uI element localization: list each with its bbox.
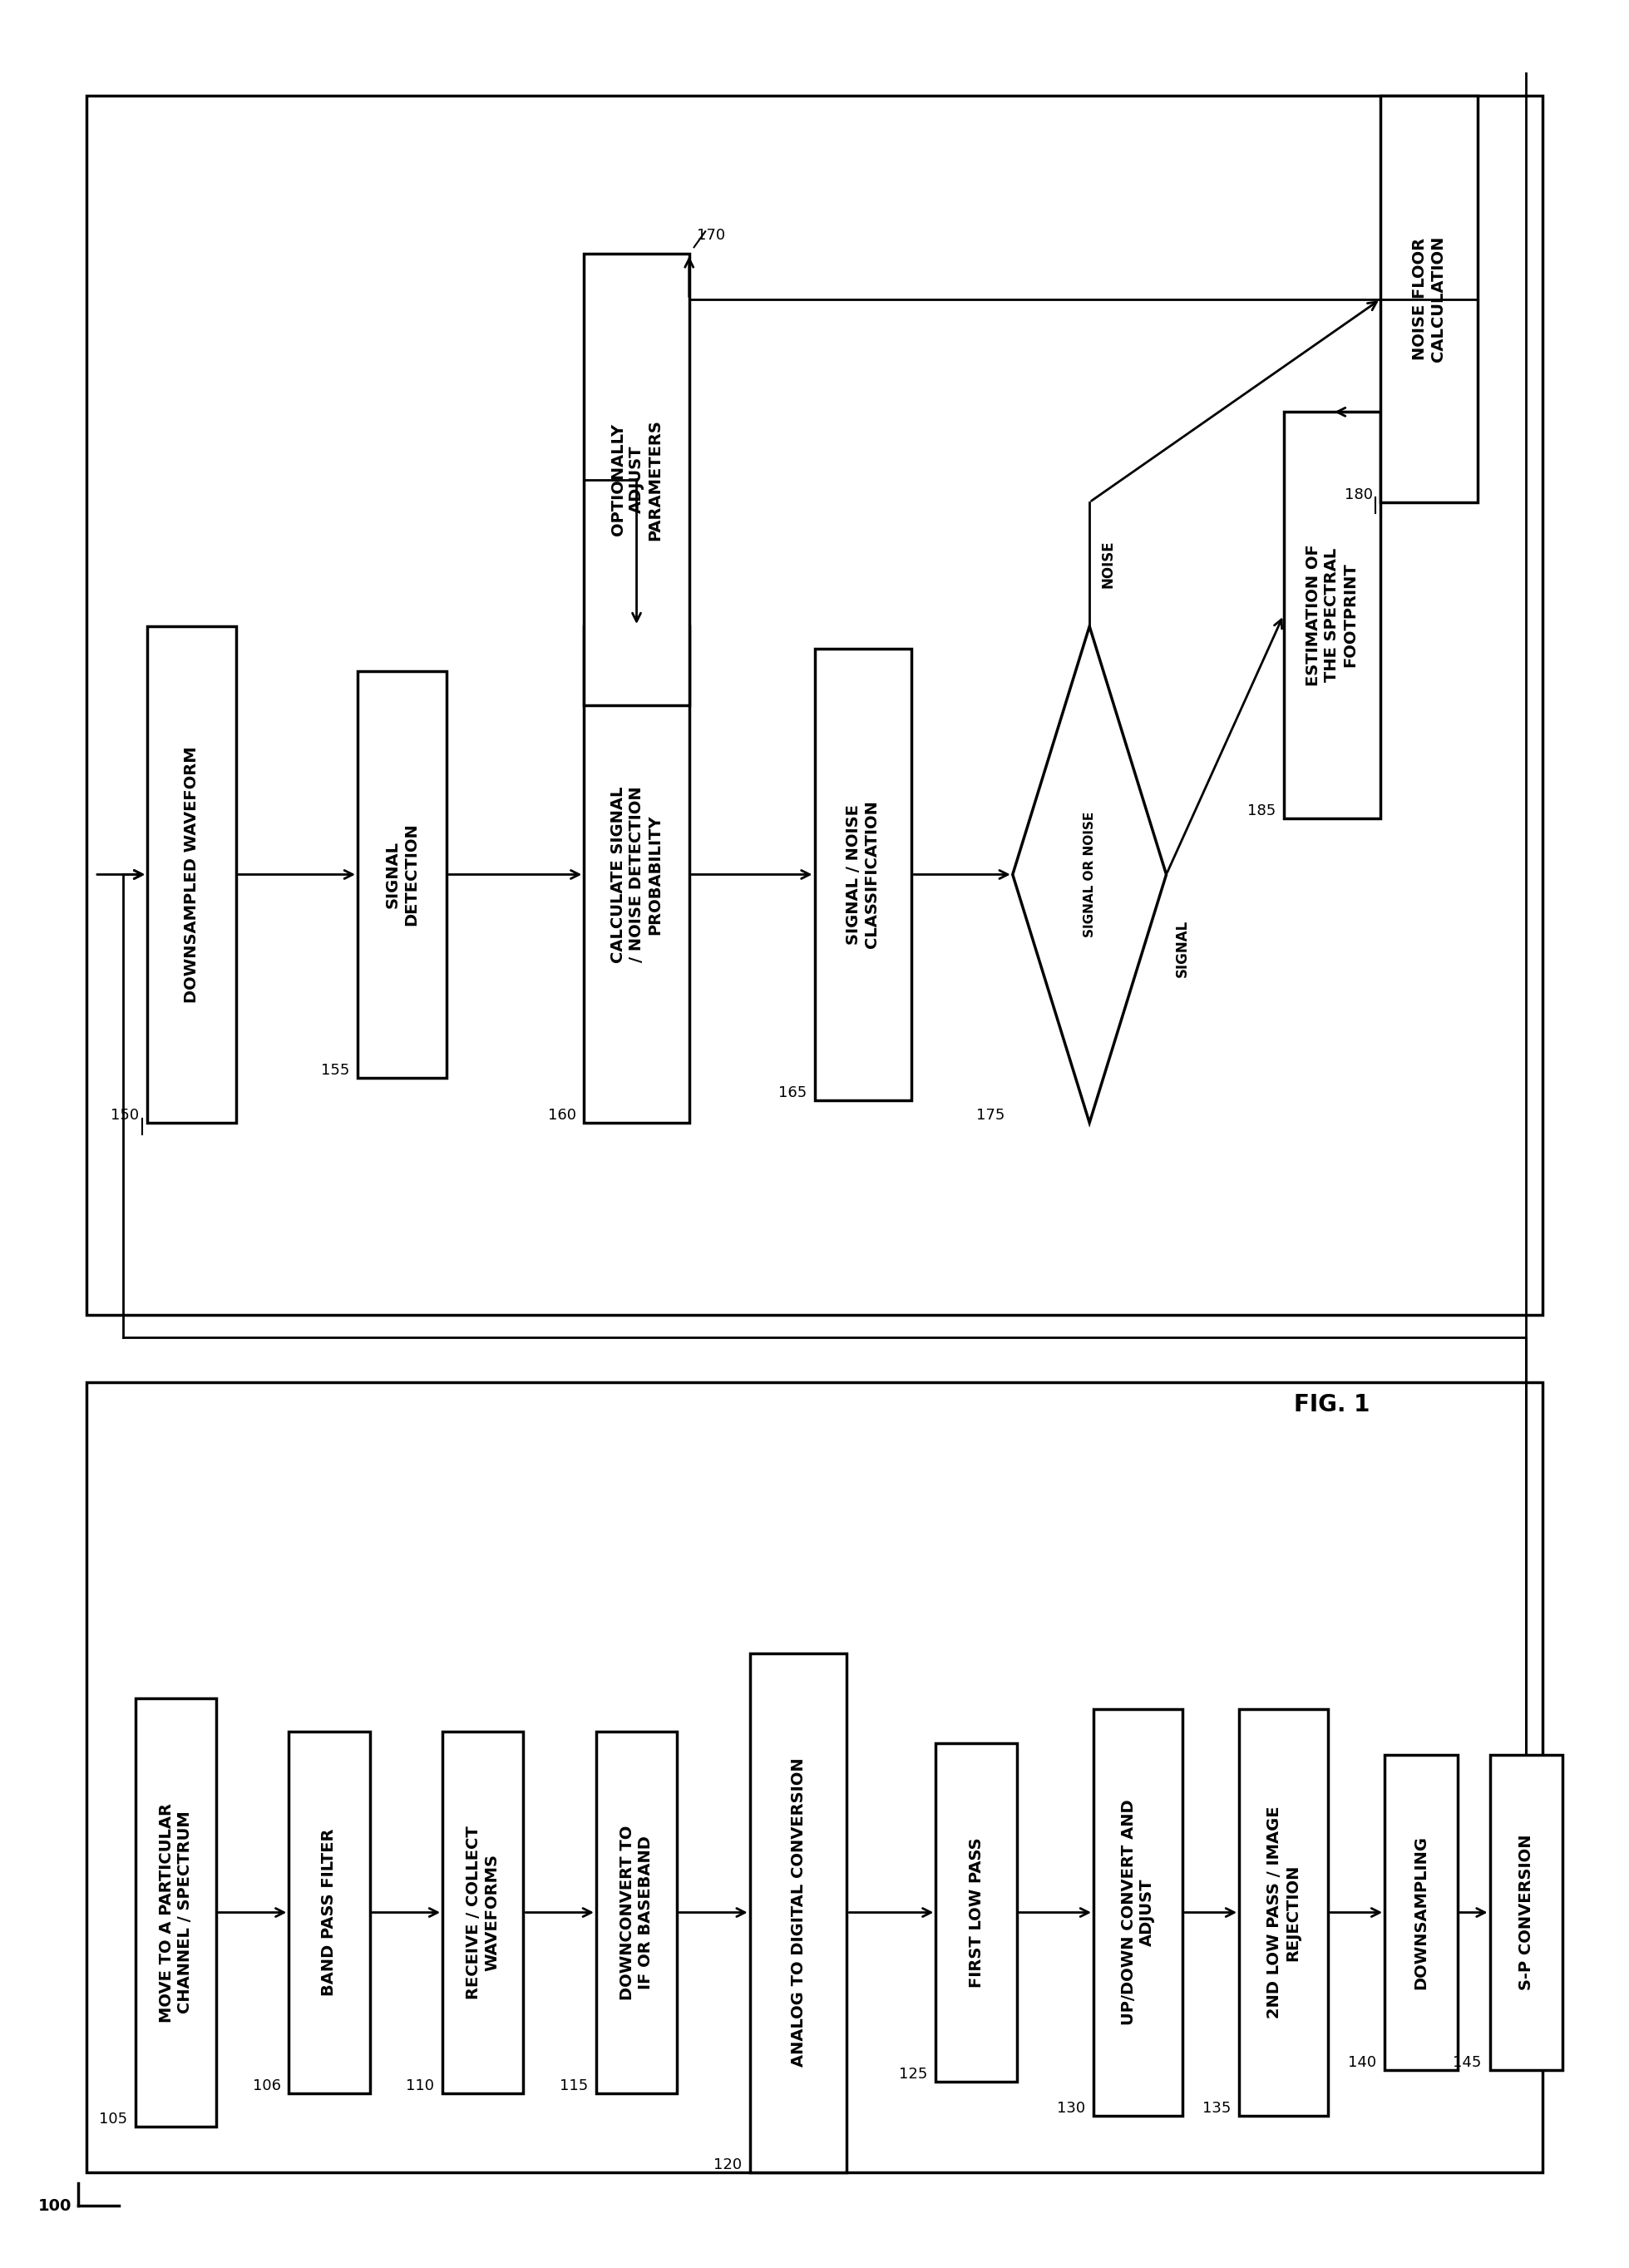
Text: 175: 175: [976, 1107, 1005, 1123]
Text: 180: 180: [1344, 488, 1373, 501]
Polygon shape: [1013, 626, 1166, 1123]
Text: 125: 125: [899, 2066, 929, 2082]
Text: RECEIVE / COLLECT
WAVEFORMS: RECEIVE / COLLECT WAVEFORMS: [466, 1826, 500, 2000]
Text: SIGNAL: SIGNAL: [1175, 919, 1189, 978]
Bar: [443, 1733, 523, 2093]
Text: 185: 185: [1246, 803, 1276, 819]
Text: DOWNSAMPLING: DOWNSAMPLING: [1412, 1835, 1429, 1989]
Text: 165: 165: [779, 1084, 806, 1100]
Text: 110: 110: [406, 2077, 435, 2093]
Text: SIGNAL OR NOISE: SIGNAL OR NOISE: [1083, 812, 1096, 937]
Bar: [1284, 413, 1381, 819]
Bar: [814, 649, 912, 1100]
Bar: [935, 1744, 1016, 2082]
Text: 2ND LOW PASS / IMAGE
REJECTION: 2ND LOW PASS / IMAGE REJECTION: [1266, 1805, 1300, 2019]
Bar: [86, 1381, 1543, 2173]
Text: S-P CONVERSION: S-P CONVERSION: [1518, 1835, 1535, 1991]
Text: 115: 115: [560, 2077, 588, 2093]
Text: ESTIMATION OF
THE SPECTRAL
FOOTPRINT: ESTIMATION OF THE SPECTRAL FOOTPRINT: [1306, 544, 1359, 685]
Bar: [1093, 1710, 1183, 2116]
Bar: [1385, 1755, 1458, 2071]
Text: DOWNSAMPLED WAVEFORM: DOWNSAMPLED WAVEFORM: [184, 746, 200, 1002]
Bar: [147, 626, 236, 1123]
Text: SIGNAL
DETECTION: SIGNAL DETECTION: [384, 823, 419, 925]
Text: NOISE: NOISE: [1101, 540, 1116, 587]
Text: 100: 100: [37, 2198, 72, 2214]
Text: 170: 170: [697, 227, 725, 243]
Text: FIG. 1: FIG. 1: [1293, 1393, 1370, 1418]
Text: OPTIONALLY
ADJUST
PARAMETERS: OPTIONALLY ADJUST PARAMETERS: [611, 420, 663, 540]
Bar: [1491, 1755, 1562, 2071]
Text: 135: 135: [1202, 2100, 1232, 2116]
Text: BAND PASS FILTER: BAND PASS FILTER: [321, 1828, 337, 1996]
Text: 145: 145: [1453, 2055, 1482, 2071]
Bar: [1240, 1710, 1328, 2116]
Text: CALCULATE SIGNAL
/ NOISE DETECTION
PROBABILITY: CALCULATE SIGNAL / NOISE DETECTION PROBA…: [611, 787, 663, 964]
Bar: [585, 254, 689, 705]
Bar: [358, 671, 446, 1077]
Text: MOVE TO A PARTICULAR
CHANNEL / SPECTRUM: MOVE TO A PARTICULAR CHANNEL / SPECTRUM: [158, 1803, 192, 2023]
Text: NOISE FLOOR
CALCULATION: NOISE FLOOR CALCULATION: [1412, 236, 1447, 363]
Text: SIGNAL / NOISE
CLASSIFICATION: SIGNAL / NOISE CLASSIFICATION: [845, 801, 880, 948]
Text: UP/DOWN CONVERT AND
ADJUST: UP/DOWN CONVERT AND ADJUST: [1121, 1799, 1155, 2025]
Bar: [596, 1733, 678, 2093]
Text: 140: 140: [1349, 2055, 1377, 2071]
Bar: [585, 626, 689, 1123]
Text: 120: 120: [714, 2157, 741, 2173]
Text: FIRST LOW PASS: FIRST LOW PASS: [968, 1837, 984, 1987]
Bar: [1381, 95, 1478, 501]
Bar: [749, 1653, 847, 2173]
Text: 150: 150: [111, 1107, 138, 1123]
Text: 160: 160: [547, 1107, 577, 1123]
Text: DOWNCONVERT TO
IF OR BASEBAND: DOWNCONVERT TO IF OR BASEBAND: [619, 1826, 653, 2000]
Text: 155: 155: [321, 1064, 350, 1077]
Text: ANALOG TO DIGITAL CONVERSION: ANALOG TO DIGITAL CONVERSION: [790, 1758, 806, 2066]
Bar: [288, 1733, 370, 2093]
Bar: [135, 1699, 217, 2127]
Bar: [86, 95, 1543, 1315]
Text: 130: 130: [1057, 2100, 1085, 2116]
Text: 105: 105: [99, 2112, 127, 2127]
Text: 106: 106: [252, 2077, 280, 2093]
